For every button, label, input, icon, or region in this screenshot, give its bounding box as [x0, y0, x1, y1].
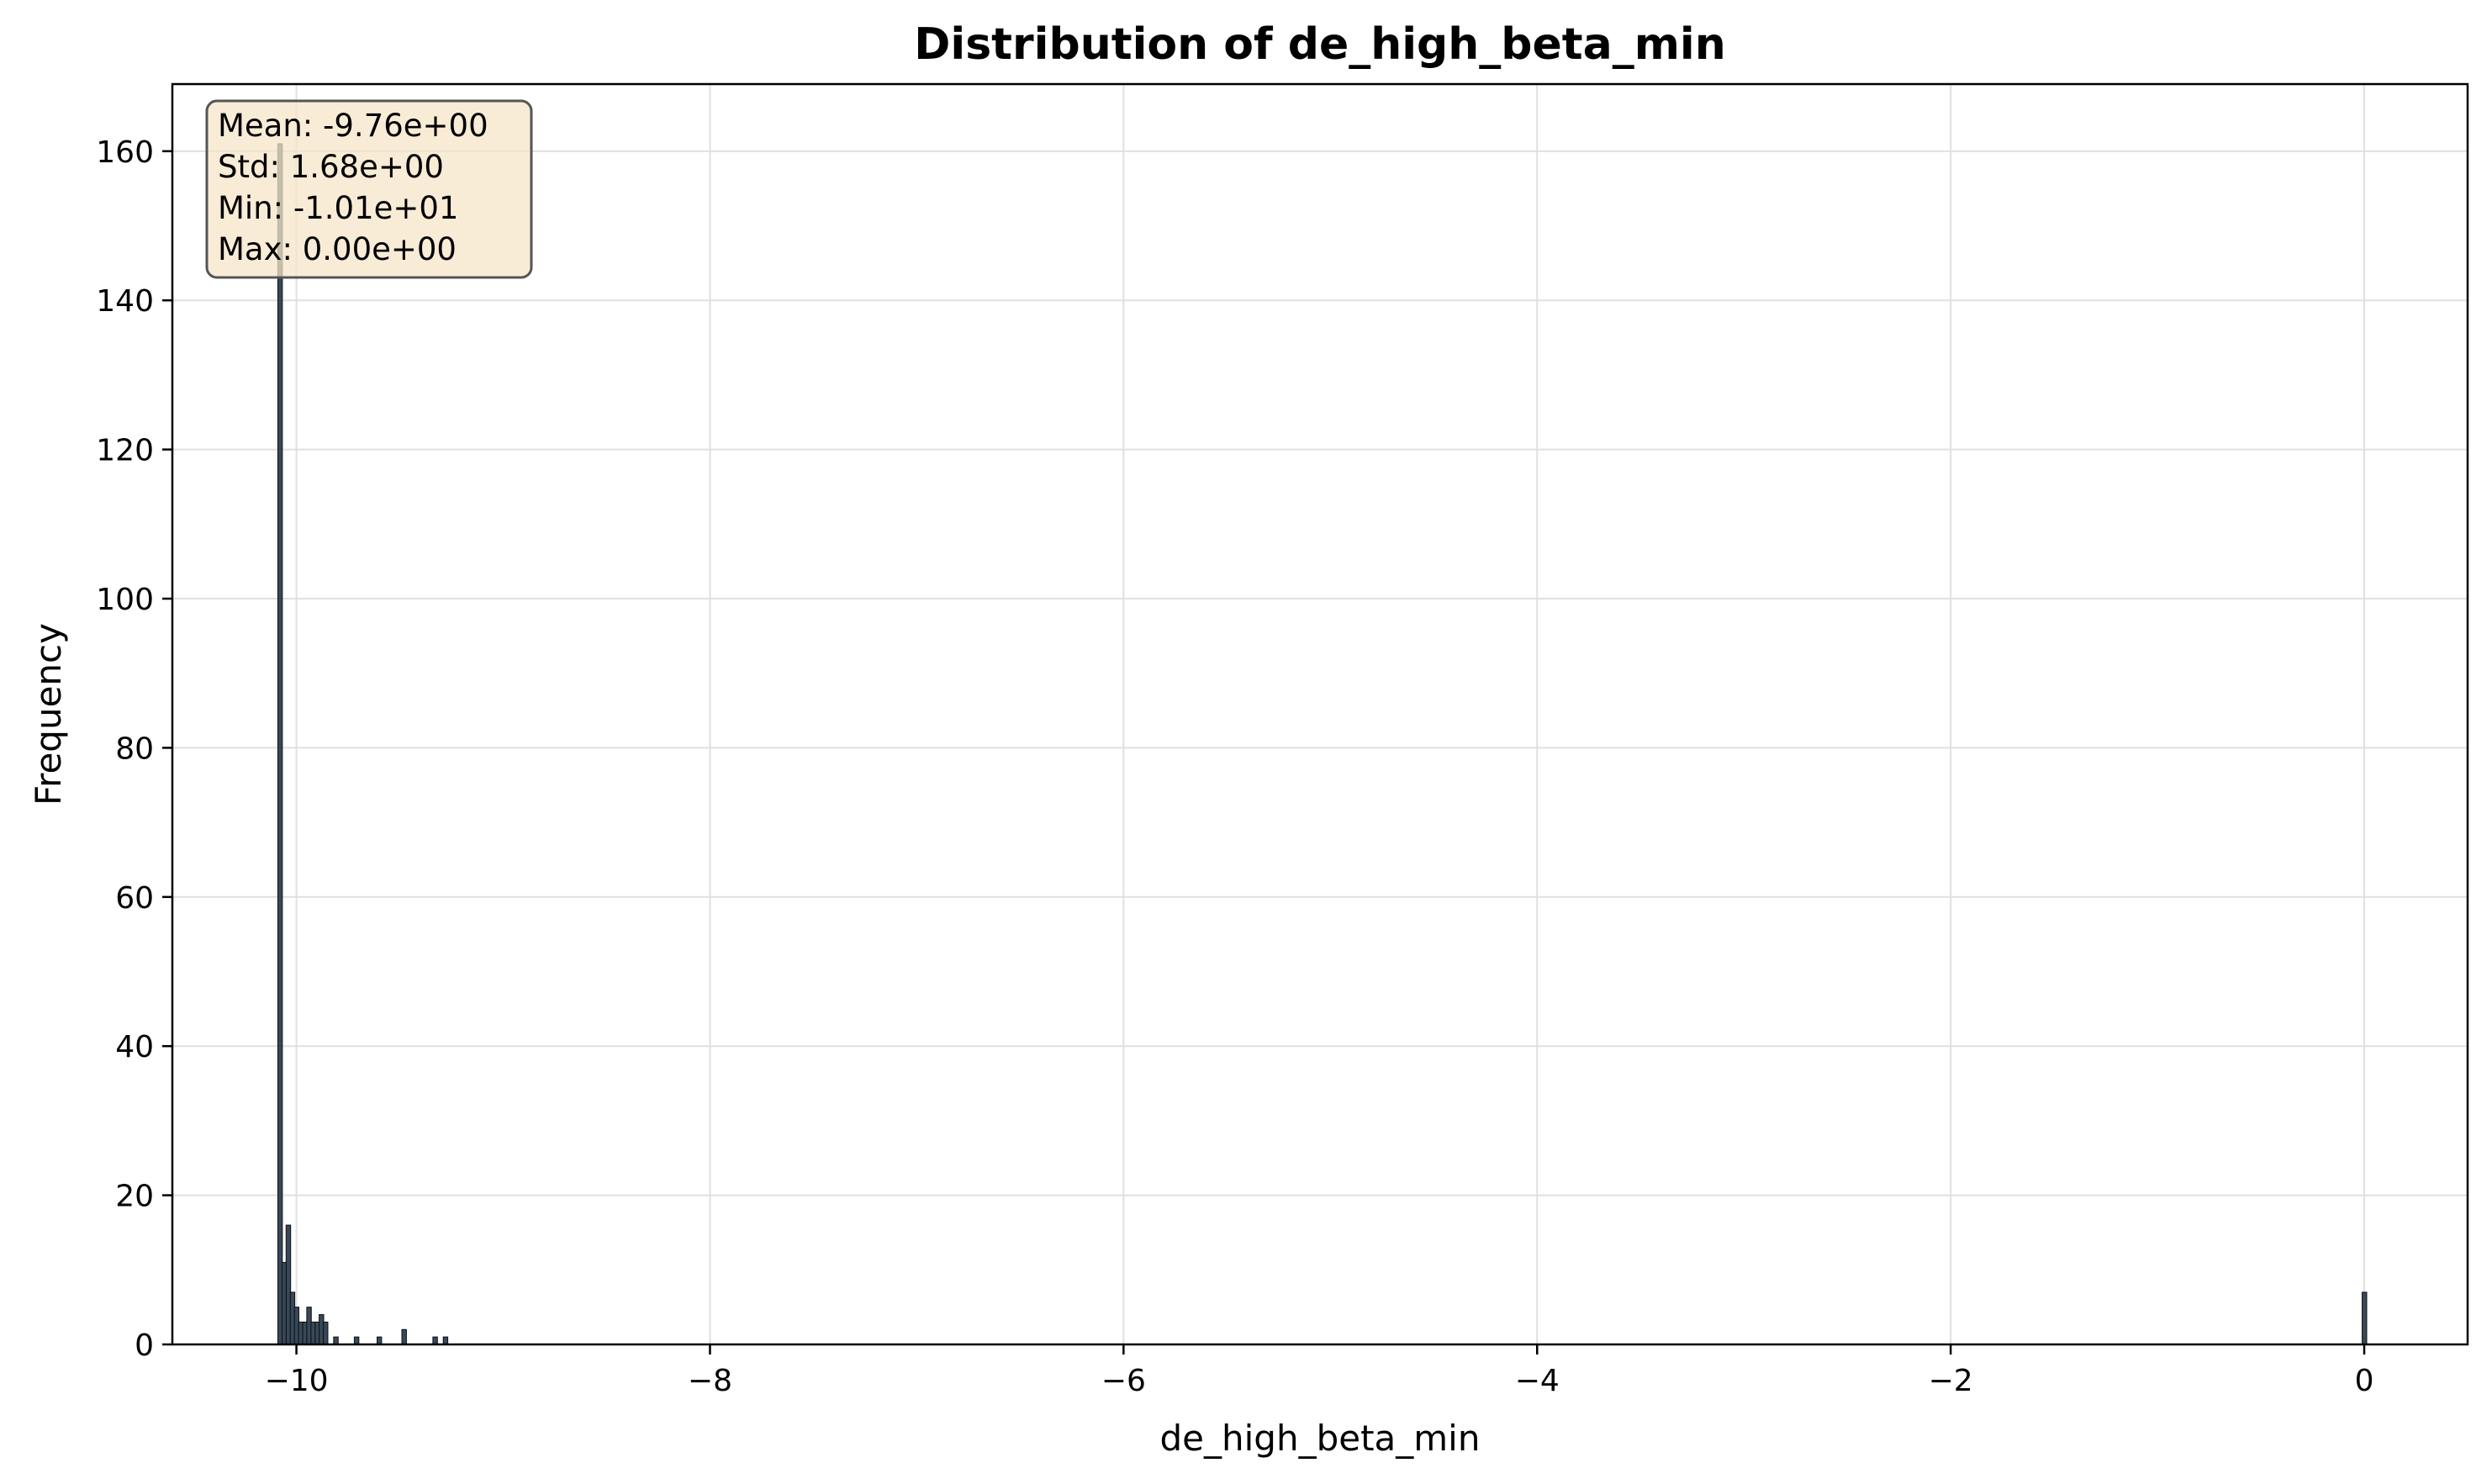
x-axis-label: de_high_beta_min: [1160, 1418, 1481, 1459]
stats-box-background: [205, 99, 533, 279]
histogram-bar: [333, 1336, 339, 1345]
histogram-bar: [2362, 1291, 2368, 1345]
plot-frame: [171, 82, 2469, 1346]
x-tick-label: −2: [1929, 1364, 1973, 1398]
stats-mean: Mean: -9.76e+00: [218, 108, 488, 144]
histogram-bar: [277, 143, 283, 1345]
stats-std: Std: 1.68e+00: [218, 149, 444, 185]
histogram-bar: [442, 1336, 449, 1345]
chart-title: Distribution of de_high_beta_min: [914, 19, 1726, 70]
y-tick-label: 20: [115, 1180, 154, 1214]
histogram-bar: [323, 1321, 329, 1345]
histogram-bar: [432, 1336, 438, 1345]
y-tick-label: 0: [135, 1328, 154, 1363]
y-tick-label: 80: [115, 731, 154, 766]
y-tick-label: 40: [115, 1030, 154, 1064]
y-tick-label: 120: [96, 434, 154, 468]
x-tick-label: −8: [688, 1364, 732, 1398]
stats-min: Min: -1.01e+01: [218, 190, 458, 226]
stats-box: Mean: -9.76e+00 Std: 1.68e+00 Min: -1.01…: [205, 99, 533, 279]
x-tick-label: 0: [2355, 1364, 2374, 1398]
x-tick-label: −6: [1101, 1364, 1146, 1398]
x-tick-label: −4: [1515, 1364, 1560, 1398]
grid-lines: [172, 84, 2468, 1345]
y-tick-label: 60: [115, 881, 154, 916]
y-tick-label: 100: [96, 583, 154, 617]
stats-max: Max: 0.00e+00: [218, 231, 457, 267]
histogram-bar: [353, 1336, 360, 1345]
x-tick-label: −10: [265, 1364, 329, 1398]
y-axis-label: Frequency: [28, 623, 69, 805]
y-tick-label: 160: [96, 135, 154, 170]
axis-ticks: −10 −8 −6 −4 −2 0 0 20 40 60 80 100 120 140 160: [96, 135, 2373, 1398]
y-tick-label: 140: [96, 284, 154, 319]
histogram-bar: [401, 1328, 407, 1345]
histogram-bar: [376, 1336, 383, 1345]
